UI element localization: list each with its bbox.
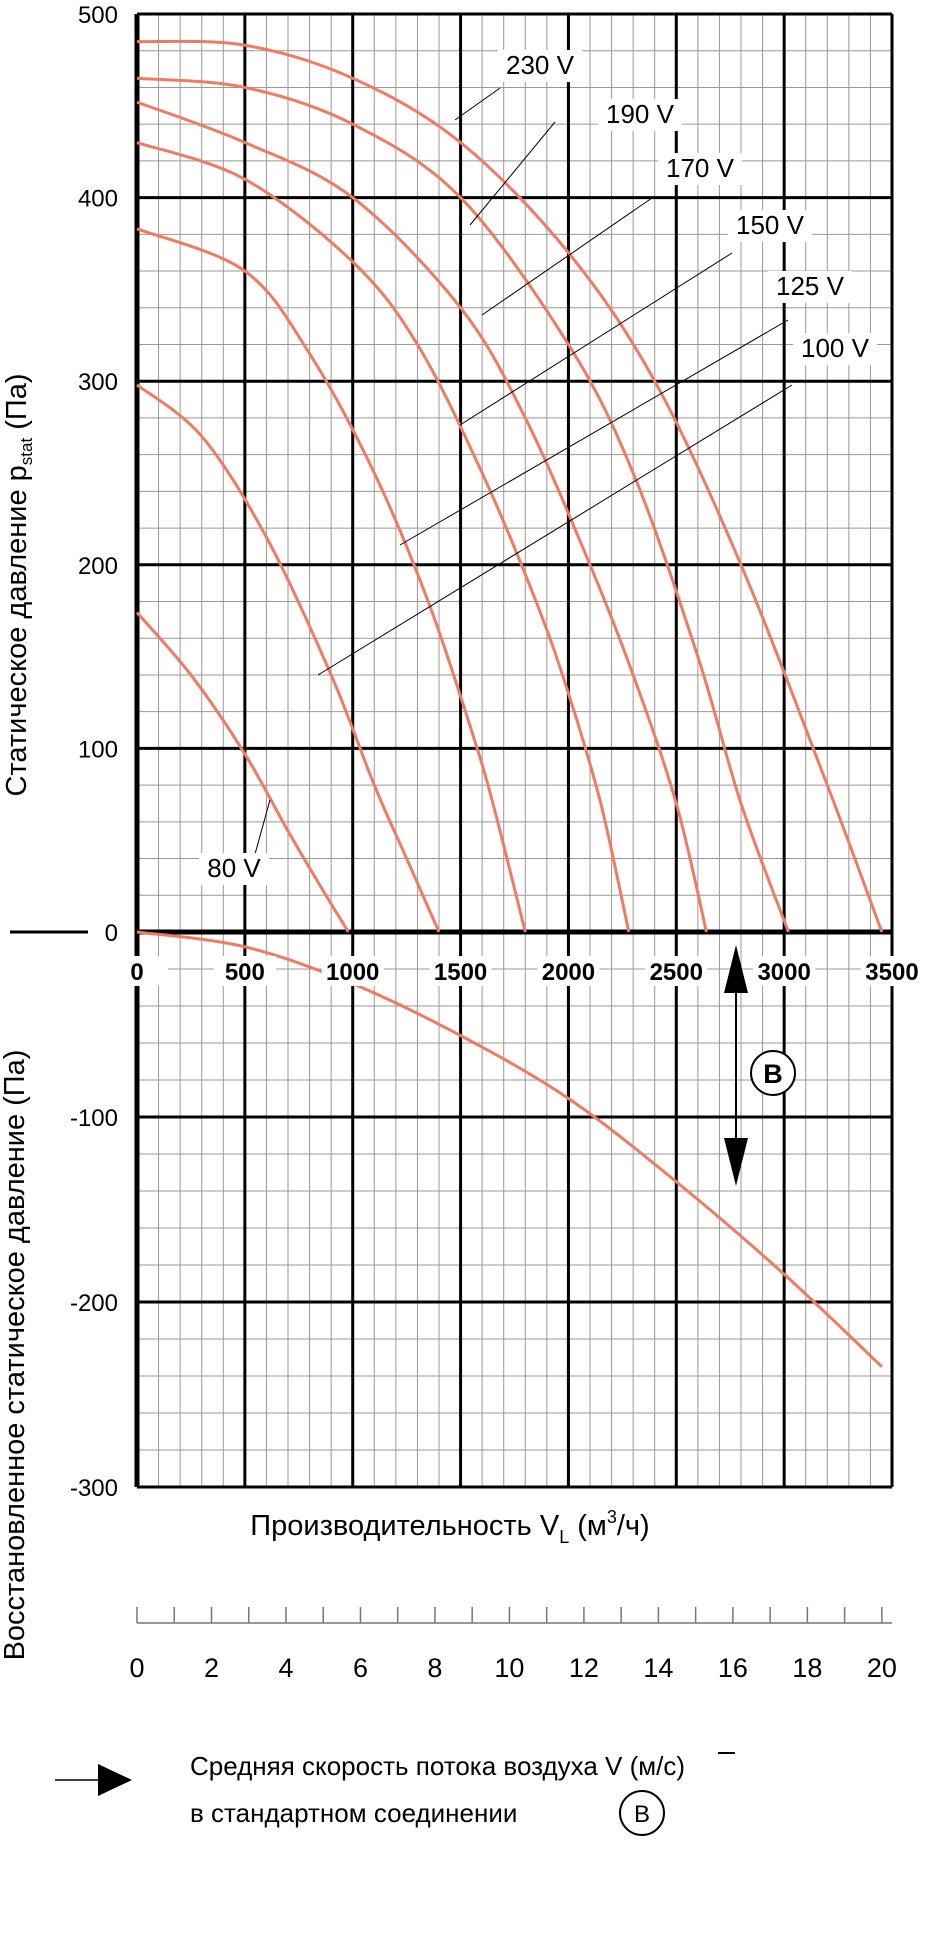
y-axis-upper-label-main: Статическое давление p xyxy=(1,465,33,796)
marker-b-label: B xyxy=(763,1059,783,1089)
x-axis-label-unit-post: /ч) xyxy=(617,1510,650,1542)
y-tick-label: -100 xyxy=(70,1105,118,1132)
x-tick-label: 3500 xyxy=(865,959,918,986)
series-label-bg xyxy=(598,99,682,131)
y-tick-label: 200 xyxy=(78,553,118,580)
series-label: 230 V xyxy=(506,50,575,80)
x-tick-bg xyxy=(537,956,600,986)
marker-b-arrow-up xyxy=(724,945,748,993)
y-tick-label: 100 xyxy=(78,736,118,763)
velocity-tick-label: 16 xyxy=(718,1653,748,1683)
velocity-tick-label: 20 xyxy=(867,1653,897,1683)
y-tick-label: 400 xyxy=(78,186,118,213)
x-tick-label: 2000 xyxy=(542,959,595,986)
x-tick-label: 3000 xyxy=(757,959,810,986)
fan-curve-100v xyxy=(136,383,441,933)
legend: Средняя скорость потока воздуха V (м/с) … xyxy=(55,1751,735,1836)
velocity-tick-label: 2 xyxy=(204,1653,219,1683)
legend-circle-label: B xyxy=(634,1801,650,1828)
legend-line1-text: Средняя скорость потока воздуха xyxy=(190,1751,605,1781)
y-axis-lower-label: Восстановленное статическое давление (Па… xyxy=(0,1050,31,1661)
legend-circle xyxy=(619,1790,665,1836)
legend-unit: (м/с) xyxy=(622,1751,685,1781)
y-tick-label: 300 xyxy=(78,369,118,396)
minor-grid xyxy=(137,14,892,1487)
series-label: 80 V xyxy=(207,853,261,883)
x-axis-label-unit-pre: (м xyxy=(569,1510,607,1542)
legend-text-line2: в стандартном соединении xyxy=(190,1798,517,1828)
series-label: 100 V xyxy=(801,333,870,363)
leader-line xyxy=(481,197,653,316)
recovered-pressure-curve xyxy=(136,930,883,1368)
y-axis-upper-label: Статическое давление pstat (Па) xyxy=(1,373,36,796)
x-axis-label-sub: L xyxy=(559,1527,569,1547)
legend-vbar: V xyxy=(605,1751,623,1781)
legend-text-line1: Средняя скорость потока воздуха V (м/с) xyxy=(190,1751,685,1781)
y-axis-upper-label-sub: stat xyxy=(17,438,36,466)
series-label-bg xyxy=(728,210,812,242)
x-tick-label: 500 xyxy=(225,959,265,986)
leader-line xyxy=(469,121,556,226)
fan-curve-190v xyxy=(136,76,790,933)
x-tick-bg xyxy=(753,956,816,986)
fan-curve-150v xyxy=(136,141,631,933)
leader-line xyxy=(459,252,733,426)
marker-b: B xyxy=(724,945,796,1186)
x-tick-bg xyxy=(861,956,923,986)
x-tick-label: 1000 xyxy=(326,959,379,986)
y-tick-label: 0 xyxy=(105,920,118,947)
velocity-tick-label: 10 xyxy=(494,1653,524,1683)
x-tick-bg xyxy=(213,956,276,986)
axis-tick-labels: 0 100 200 300 400 500 -100 -200 -300 0 500 1000 1500… xyxy=(70,2,923,1502)
marker-b-arrow-down xyxy=(724,1138,748,1186)
series-label: 170 V xyxy=(666,153,735,183)
series-label-bg xyxy=(793,333,877,365)
fan-curve-170v xyxy=(136,100,708,933)
series-label: 150 V xyxy=(736,210,805,240)
series-label: 125 V xyxy=(776,271,845,301)
velocity-tick-label: 0 xyxy=(129,1653,144,1683)
velocity-tick-label: 6 xyxy=(353,1653,368,1683)
series-label-bg xyxy=(658,153,742,185)
x-tick-label: 0 xyxy=(130,959,143,986)
series-label-bg xyxy=(768,271,852,303)
fan-curves xyxy=(135,39,884,1368)
x-tick-bg xyxy=(321,956,384,986)
leader-line xyxy=(317,384,793,676)
y-tick-label: 500 xyxy=(78,2,118,29)
major-grid xyxy=(134,12,894,1489)
y-tick-label: -200 xyxy=(70,1290,118,1317)
velocity-tick-label: 4 xyxy=(278,1653,293,1683)
y-tick-label: -300 xyxy=(70,1475,118,1502)
x-axis-label-unit-sup: 3 xyxy=(607,1507,617,1527)
series-label: 190 V xyxy=(606,99,675,129)
x-axis-label-main: Производительность V xyxy=(250,1510,560,1542)
x-tick-label: 2500 xyxy=(650,959,703,986)
marker-b-circle xyxy=(750,1050,796,1096)
velocity-tick-label: 8 xyxy=(427,1653,442,1683)
x-tick-bg xyxy=(429,956,492,986)
series-label-bg xyxy=(199,853,269,885)
x-tick-bg xyxy=(645,956,708,986)
velocity-tick-label: 18 xyxy=(792,1653,822,1683)
velocity-scale: 0 2 4 6 8 10 12 14 16 18 20 xyxy=(129,1607,897,1683)
fan-curve-125v xyxy=(136,227,527,933)
velocity-tick-label: 12 xyxy=(569,1653,599,1683)
x-axis-label: Производительность VL (м3/ч) xyxy=(250,1507,649,1547)
x-tick-bg xyxy=(106,956,168,986)
leader-line xyxy=(399,319,789,546)
x-tick-label: 1500 xyxy=(434,959,487,986)
velocity-tick-label: 14 xyxy=(643,1653,673,1683)
fan-curve-80v xyxy=(135,611,350,933)
leader-line xyxy=(454,87,501,121)
legend-arrow-head xyxy=(98,1764,132,1796)
fan-curve-230v xyxy=(136,39,884,933)
series-label-bg xyxy=(498,50,582,82)
y-axis-upper-label-unit: (Па) xyxy=(1,373,33,437)
